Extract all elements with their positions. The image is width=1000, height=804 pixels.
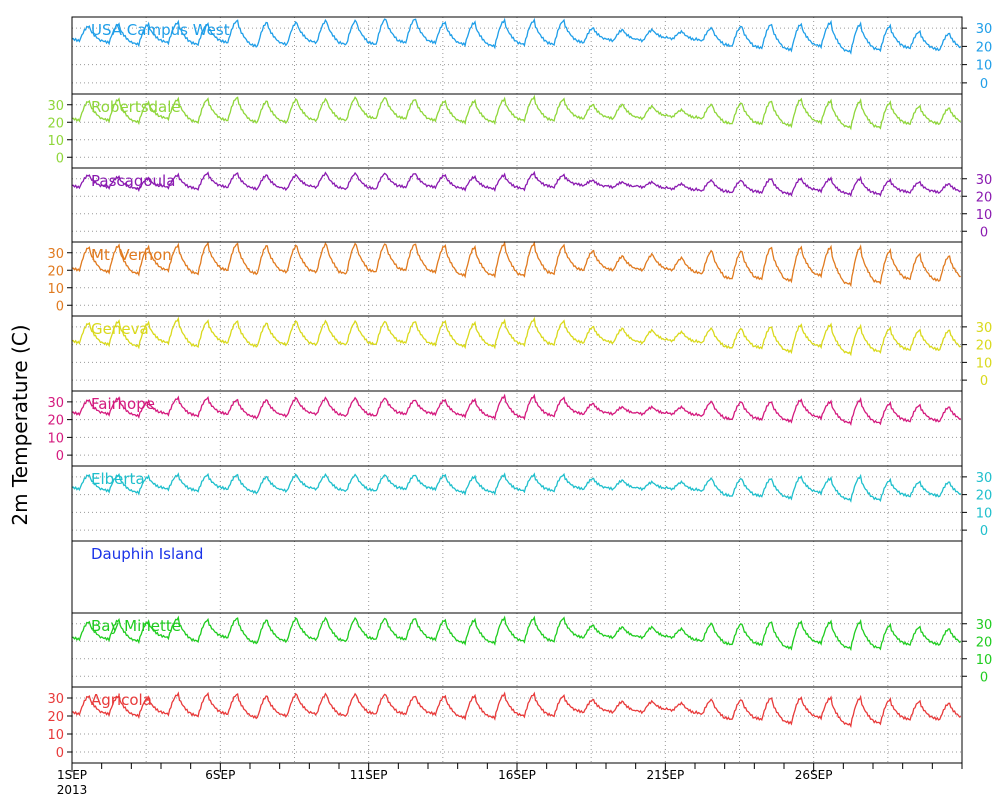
y-tick-label: 0 <box>980 524 988 539</box>
y-tick-label: 30 <box>47 99 64 114</box>
y-tick-label: 10 <box>976 356 993 371</box>
y-tick-label: 30 <box>976 471 993 486</box>
y-tick-label: 10 <box>47 431 64 446</box>
y-tick-label: 10 <box>976 59 993 74</box>
x-tick-label: 6SEP <box>205 768 235 782</box>
y-tick-label: 0 <box>980 374 988 389</box>
y-tick-label: 10 <box>47 728 64 743</box>
y-tick-label: 0 <box>56 151 64 166</box>
series-line-4 <box>71 316 961 357</box>
station-label: USA Campus West <box>91 21 230 39</box>
y-tick-label: 30 <box>47 247 64 262</box>
station-label: Fairhope <box>91 395 155 413</box>
y-tick-label: 10 <box>47 134 64 149</box>
station-label: Geneva <box>91 320 149 338</box>
y-tick-label: 0 <box>980 225 988 240</box>
y-tick-label: 30 <box>976 22 993 37</box>
station-label: Bay Minette <box>91 617 181 635</box>
labels-layer: 0 10 20 30 USA Campus West 0 10 20 30 Robertsdale… <box>47 21 992 797</box>
y-tick-label: 20 <box>976 489 993 504</box>
station-label: Elberta <box>91 470 145 488</box>
y-tick-label: 30 <box>976 618 993 633</box>
y-tick-label: 20 <box>47 414 64 429</box>
x-tick-label: 26SEP <box>795 768 833 782</box>
y-tick-label: 30 <box>47 692 64 707</box>
y-tick-label: 20 <box>47 710 64 725</box>
series-line-6 <box>71 472 962 503</box>
y-tick-label: 30 <box>976 321 993 336</box>
y-tick-label: 10 <box>976 653 993 668</box>
y-tick-label: 0 <box>980 77 988 92</box>
y-tick-label: 20 <box>976 635 993 650</box>
station-label: Mt. Vernon <box>91 246 172 264</box>
y-tick-label: 30 <box>47 396 64 411</box>
series-line-5 <box>71 393 962 427</box>
x-tick-label: 11SEP <box>350 768 388 782</box>
y-axis-label: 2m Temperature (C) <box>8 324 32 525</box>
y-tick-label: 20 <box>976 40 993 55</box>
y-tick-label: 0 <box>56 746 64 761</box>
x-tick-label: 16SEP <box>498 768 536 782</box>
station-label: Dauphin Island <box>91 545 203 563</box>
series-line-8 <box>71 615 962 652</box>
y-tick-label: 20 <box>47 116 64 131</box>
series-layer <box>71 17 962 729</box>
x-year-label: 2013 <box>57 783 88 797</box>
series-line-3 <box>72 240 961 288</box>
series-line-1 <box>71 94 961 131</box>
grid-layer <box>72 17 962 763</box>
station-label: Agricola <box>91 691 152 709</box>
y-tick-label: 10 <box>976 506 993 521</box>
series-line-2 <box>71 170 962 198</box>
y-tick-label: 0 <box>56 449 64 464</box>
axes-layer <box>67 16 967 772</box>
station-label: Pascagoula <box>91 172 175 190</box>
x-tick-label: 1SEP <box>57 768 87 782</box>
y-tick-label: 0 <box>980 670 988 685</box>
y-tick-label: 30 <box>976 173 993 188</box>
station-label: Robertsdale <box>91 98 181 116</box>
series-line-9 <box>71 691 962 729</box>
y-tick-label: 10 <box>976 208 993 223</box>
y-tick-label: 20 <box>976 339 993 354</box>
series-line-0 <box>71 17 962 55</box>
y-tick-label: 0 <box>56 299 64 314</box>
y-tick-label: 20 <box>47 264 64 279</box>
x-tick-label: 21SEP <box>646 768 684 782</box>
y-tick-label: 10 <box>47 282 64 297</box>
y-tick-label: 20 <box>976 190 993 205</box>
